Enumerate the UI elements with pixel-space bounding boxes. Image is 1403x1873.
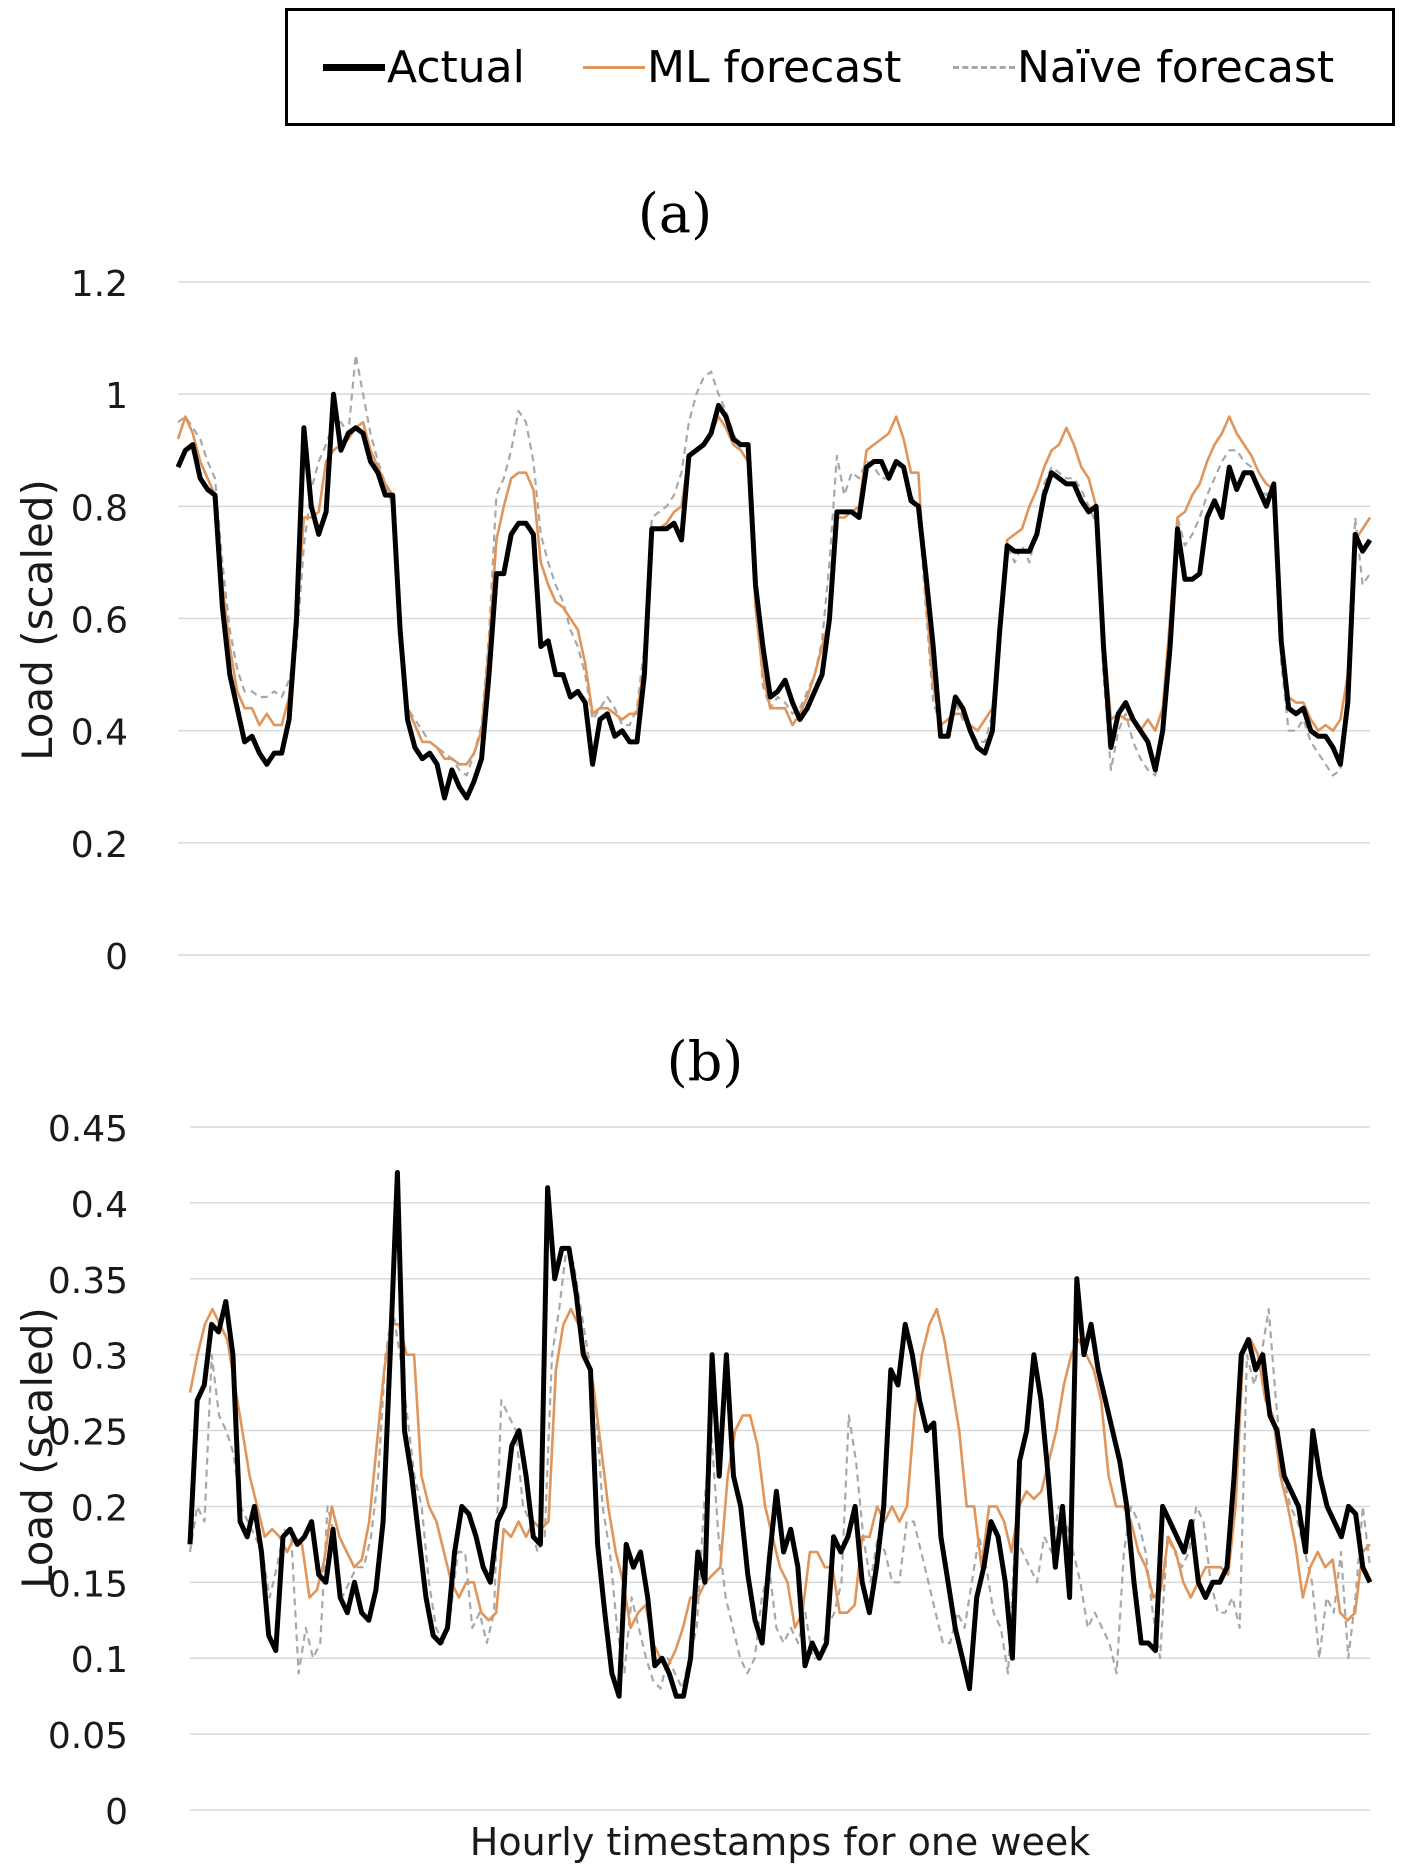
legend-item-actual: Actual — [323, 11, 525, 123]
series-line-ml — [188, 1307, 1371, 1668]
panel-b-title: (b) — [667, 1030, 744, 1093]
y-tick-label: 1.2 — [71, 264, 128, 305]
y-tick-label: 0.45 — [48, 1109, 128, 1150]
legend-swatch-ml — [583, 65, 645, 69]
legend-item-naive: Naïve forecast — [953, 11, 1334, 123]
panel-a-title: (a) — [638, 182, 712, 245]
legend-label-actual: Actual — [387, 41, 525, 93]
series-line-naive — [188, 1247, 1372, 1690]
y-tick-label: 0.15 — [48, 1564, 128, 1605]
y-tick-label: 0 — [105, 1792, 128, 1833]
y-tick-label: 0.3 — [71, 1337, 128, 1378]
legend-label-ml: ML forecast — [647, 41, 902, 93]
legend-swatch-naive — [953, 65, 1015, 69]
y-tick-label: 0.2 — [71, 825, 128, 866]
y-tick-label: 0.2 — [71, 1488, 128, 1529]
legend: Actual ML forecast Naïve forecast — [285, 8, 1395, 126]
series-line-naive — [177, 353, 1371, 777]
panel-b-xlabel: Hourly timestamps for one week — [470, 1820, 1090, 1864]
legend-item-ml: ML forecast — [583, 11, 901, 123]
panel-b-ylabel: Load (scaled) — [13, 1307, 62, 1589]
y-tick-label: 0.1 — [71, 1640, 128, 1681]
panel-a: (a) Load (scaled) 0 0.2 0.4 0.6 0.8 1 1.2 — [13, 182, 1373, 978]
y-tick-label: 0.4 — [71, 713, 128, 754]
y-tick-label: 1 — [105, 376, 128, 417]
y-tick-label: 0.4 — [71, 1185, 128, 1226]
series-line-actual — [175, 391, 1373, 801]
y-tick-label: 0.05 — [48, 1716, 128, 1757]
y-tick-label: 0.8 — [71, 488, 128, 529]
y-tick-label: 0 — [105, 937, 128, 978]
legend-swatch-actual — [323, 63, 385, 71]
y-tick-label: 0.25 — [48, 1413, 128, 1454]
legend-label-naive: Naïve forecast — [1017, 41, 1335, 93]
panel-a-ylabel: Load (scaled) — [13, 479, 62, 761]
y-tick-label: 0.35 — [48, 1261, 128, 1302]
series-line-ml — [176, 415, 1372, 766]
panel-b: (b) Load (scaled) 0 0.05 0.1 0.15 0.2 0.25 0.3… — [13, 1030, 1373, 1864]
series-line-actual — [187, 1170, 1373, 1699]
y-tick-label: 0.6 — [71, 601, 128, 642]
